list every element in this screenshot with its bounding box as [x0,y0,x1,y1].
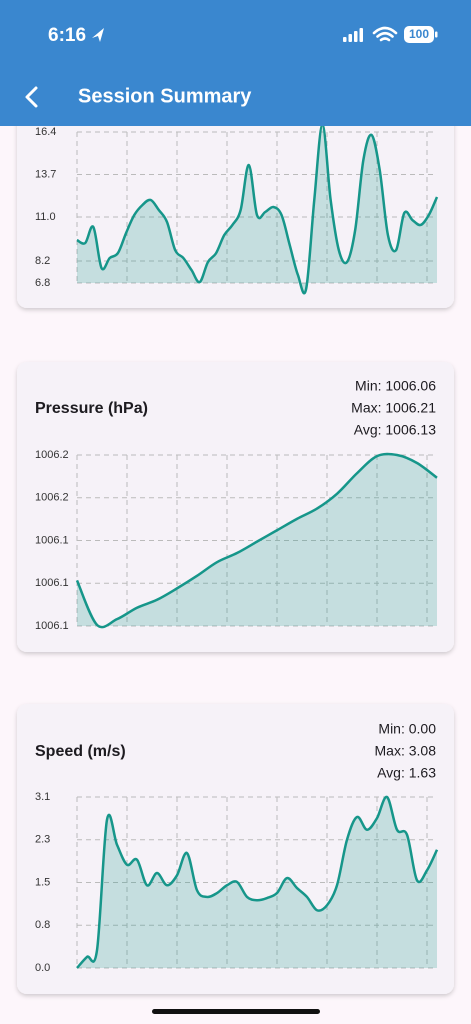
card [17,704,454,994]
signal-icon [343,28,363,42]
stat-label: Min: 0.00 [378,721,436,737]
time: 6:16 [48,25,86,46]
area [77,453,437,628]
y-tick-label: 2.3 [35,834,50,846]
stat-label: Max: 3.08 [375,743,437,759]
y-tick-label: 13.7 [35,168,56,180]
app-bar: 6:16 100 Session Summary [0,0,471,126]
stat-label: Min: 1006.06 [355,378,436,394]
battery-icon [404,26,434,43]
chart-title: Speed (m/s) [35,743,126,760]
y-tick-label: 3.1 [35,791,50,803]
y-tick-label: 11.0 [35,211,56,223]
chart-title: Pressure (hPa) [35,400,148,417]
back-button[interactable] [25,86,38,108]
y-tick-label: 0.8 [35,919,50,931]
battery-level: 100 [409,27,429,41]
y-tick-label: 1006.1 [35,534,69,546]
app-bar-bg [0,0,471,126]
card [17,362,454,652]
y-tick-label: 1.5 [35,876,50,888]
y-tick-label: 1006.1 [35,620,69,632]
wifi-icon [372,26,398,42]
content: 16.4 13.7 11.0 8.2 6.8 Pressure (hPa) Min: 100… [17,90,454,994]
home-indicator [152,1009,320,1014]
stat-label: Avg: 1006.13 [354,422,436,438]
area [77,124,437,294]
line [76,123,439,295]
area [77,796,437,968]
battery-tip [435,31,438,38]
screen-title: Session Summary [78,85,252,107]
location-icon [92,28,104,42]
y-tick-label: 0.0 [35,962,50,974]
stat-label: Avg: 1.63 [377,765,436,781]
y-tick-label: 1006.1 [35,577,69,589]
line [76,795,439,969]
y-tick-label: 8.2 [35,255,50,267]
y-tick-label: 1006.2 [35,449,69,461]
y-tick-label: 6.8 [35,277,50,289]
stat-label: Max: 1006.21 [351,400,436,416]
line [75,452,438,629]
card [17,90,454,308]
y-tick-label: 1006.2 [35,492,69,504]
y-tick-label: 16.4 [35,126,56,138]
